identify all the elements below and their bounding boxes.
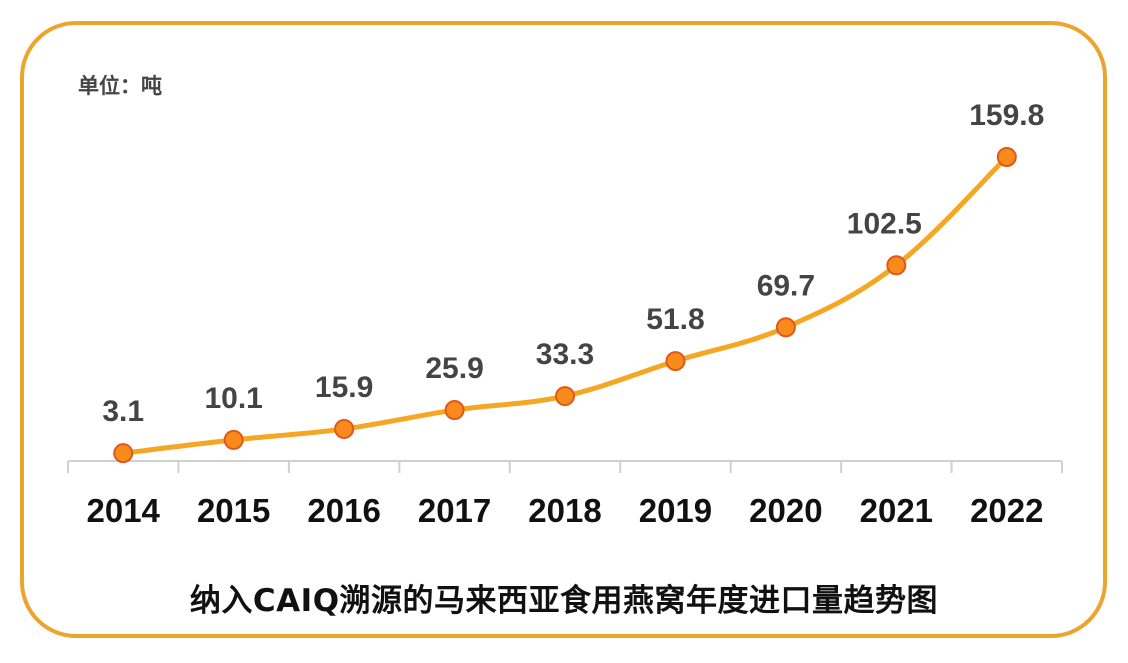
data-label: 159.8 — [969, 99, 1044, 132]
data-label: 33.3 — [536, 338, 594, 371]
data-point-marker — [444, 400, 465, 421]
data-point-marker — [113, 443, 134, 464]
data-point-marker — [334, 418, 355, 439]
x-tick-label: 2017 — [418, 492, 491, 529]
data-point-marker — [223, 429, 244, 450]
x-tick-label: 2014 — [87, 492, 161, 529]
data-label: 25.9 — [425, 352, 483, 385]
data-point-marker — [775, 317, 796, 338]
x-tick-label: 2016 — [307, 492, 380, 529]
data-label: 69.7 — [757, 269, 815, 302]
chart-frame — [20, 21, 1107, 638]
data-label: 102.5 — [847, 207, 922, 240]
x-tick-label: 2021 — [860, 492, 933, 529]
x-tick-label: 2022 — [970, 492, 1043, 529]
x-tick-label: 2019 — [639, 492, 712, 529]
data-label: 15.9 — [315, 371, 373, 404]
data-point-marker — [555, 386, 575, 407]
x-tick-label: 2020 — [749, 492, 822, 529]
data-label: 3.1 — [102, 395, 144, 428]
data-point-marker — [996, 147, 1017, 167]
data-label: 10.1 — [204, 382, 262, 415]
x-tick-label: 2018 — [528, 492, 601, 529]
chart-title: 纳入CAIQ溯源的马来西亚食用燕窝年度进口量趋势图 — [189, 583, 939, 619]
x-tick-label: 2015 — [197, 492, 270, 529]
data-label: 51.8 — [646, 303, 704, 336]
data-point-marker — [665, 351, 686, 372]
data-point-marker — [886, 255, 907, 276]
unit-label: 单位：吨 — [78, 74, 162, 98]
